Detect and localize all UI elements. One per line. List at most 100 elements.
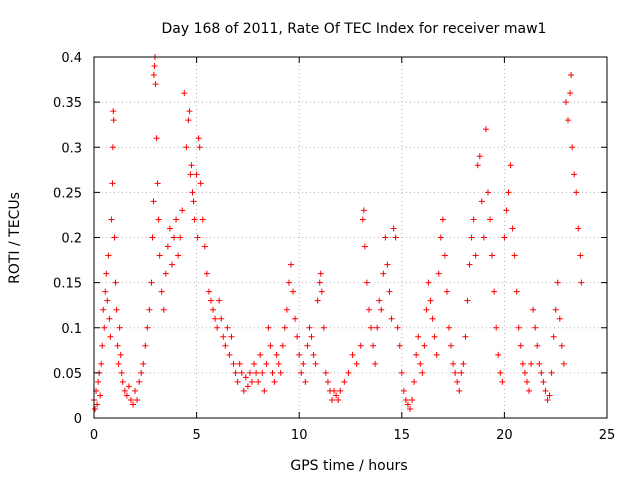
data-point [193, 171, 200, 178]
data-point [186, 108, 193, 115]
data-point [368, 324, 375, 331]
x-tick-label: 0 [90, 428, 98, 443]
data-point [528, 360, 535, 367]
data-point [569, 144, 576, 151]
data-point [216, 297, 223, 304]
data-point [445, 324, 452, 331]
data-point [470, 216, 477, 223]
data-point [540, 378, 547, 385]
y-tick-label: 0.2 [61, 232, 82, 247]
data-point [226, 351, 233, 358]
data-point [359, 216, 366, 223]
data-point [298, 369, 305, 376]
y-tick-label: 0.05 [53, 367, 82, 382]
data-point [544, 396, 551, 403]
data-point [501, 234, 508, 241]
data-point [123, 392, 130, 399]
data-point [363, 279, 370, 286]
data-point [265, 324, 272, 331]
data-point [154, 180, 161, 187]
data-point [542, 387, 549, 394]
data-point [111, 234, 118, 241]
data-point [129, 401, 136, 408]
data-point [333, 392, 340, 399]
data-point [507, 162, 514, 169]
y-tick-label: 0.1 [61, 322, 82, 337]
data-point [316, 279, 323, 286]
data-point [562, 99, 569, 106]
data-point [117, 351, 124, 358]
data-point [207, 297, 214, 304]
data-point [382, 234, 389, 241]
data-point [353, 360, 360, 367]
data-point [210, 306, 217, 313]
data-point [317, 270, 324, 277]
data-point [127, 396, 134, 403]
data-point [556, 315, 563, 322]
data-point [341, 378, 348, 385]
x-tick-labels: 0 5 10 15 20 25 [90, 428, 615, 443]
data-point [94, 401, 101, 408]
data-point [345, 369, 352, 376]
data-point [462, 333, 469, 340]
data-point [164, 243, 171, 250]
data-point [246, 369, 253, 376]
data-point [110, 108, 117, 115]
x-tick-label: 20 [496, 428, 513, 443]
data-point [285, 279, 292, 286]
data-point [249, 378, 256, 385]
data-point [100, 306, 107, 313]
data-point [491, 288, 498, 295]
y-tick-label: 0.4 [61, 51, 82, 66]
data-point [407, 405, 414, 412]
data-point [234, 378, 241, 385]
data-point [372, 360, 379, 367]
data-point [567, 90, 574, 97]
data-point [220, 333, 227, 340]
data-point [300, 360, 307, 367]
data-point [205, 288, 212, 295]
data-point [361, 243, 368, 250]
data-point [526, 387, 533, 394]
data-point [575, 225, 582, 232]
data-point [244, 383, 251, 390]
data-point [175, 252, 182, 259]
data-point [277, 369, 284, 376]
data-point [349, 351, 356, 358]
data-point [320, 324, 327, 331]
data-point [185, 117, 192, 124]
data-point [199, 216, 206, 223]
data-point [232, 369, 239, 376]
data-point [468, 234, 475, 241]
data-point [116, 324, 123, 331]
data-point [571, 171, 578, 178]
data-point [152, 81, 159, 88]
data-point [125, 383, 132, 390]
data-point [109, 144, 116, 151]
data-point [443, 288, 450, 295]
data-point [306, 324, 313, 331]
data-point [546, 392, 553, 399]
data-point [98, 360, 105, 367]
data-point [565, 117, 572, 124]
data-point [396, 342, 403, 349]
data-point [538, 369, 545, 376]
data-point [261, 387, 268, 394]
data-point [464, 297, 471, 304]
data-point [441, 252, 448, 259]
data-point [290, 288, 297, 295]
data-point [101, 324, 108, 331]
data-point [318, 288, 325, 295]
data-point [259, 369, 266, 376]
data-point [134, 396, 141, 403]
data-point [148, 279, 155, 286]
data-point [404, 401, 411, 408]
data-point [573, 189, 580, 196]
x-tick-label: 5 [192, 428, 200, 443]
data-point [203, 270, 210, 277]
data-point [530, 306, 537, 313]
data-point [112, 279, 119, 286]
data-point [337, 387, 344, 394]
data-point [281, 324, 288, 331]
